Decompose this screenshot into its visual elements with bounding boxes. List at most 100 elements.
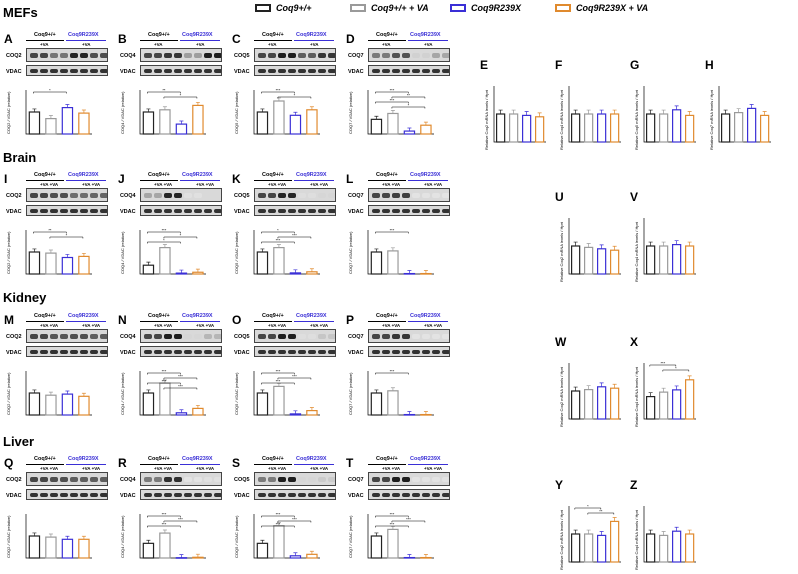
- genotype-mutant-line: [294, 464, 334, 465]
- chart-x-errorbar-1: [648, 392, 653, 397]
- panel-letter: V: [630, 190, 639, 204]
- genotype-mutant-label: Coq9R239X: [410, 313, 441, 319]
- genotype-mutant-line: [294, 321, 334, 322]
- vdac-band: [308, 493, 316, 497]
- chart-d-sig-label: ***: [390, 88, 395, 93]
- chart-d-sig-bracket: [391, 96, 426, 99]
- genotype-wt-line: [140, 40, 178, 41]
- vdac-band: [174, 209, 182, 213]
- protein-band: [40, 53, 48, 58]
- va-label: +VA +VA: [382, 182, 401, 187]
- y-axis-label: Relative Coq4 mRNA levels / Hprt: [634, 221, 639, 282]
- genotype-mutant-line: [294, 40, 334, 41]
- vdac-band: [70, 209, 78, 213]
- vdac-blot: [26, 489, 108, 500]
- vdac-band: [258, 69, 266, 73]
- chart-o-errorbar-3: [293, 410, 298, 414]
- protein-band: [402, 193, 410, 198]
- protein-band: [154, 193, 162, 198]
- chart-o-sig-bracket: [261, 372, 295, 375]
- bar-chart-w: [568, 363, 621, 420]
- genotype-mutant-line: [408, 180, 448, 181]
- protein-label: COQ5: [234, 477, 250, 483]
- protein-band: [80, 334, 88, 339]
- protein-band: [432, 53, 440, 58]
- panel-w: W Relative Coq2 mRNA levels / Hprt: [555, 335, 627, 430]
- vdac-band: [30, 209, 38, 213]
- va-label: +VA +VA: [40, 182, 59, 187]
- protein-band: [174, 334, 182, 339]
- chart-a-errorbar-2: [48, 115, 53, 119]
- protein-band: [184, 477, 192, 482]
- panel-letter: L: [346, 172, 354, 186]
- y-axis-label: COQ2 / VDAC (relative): [6, 372, 11, 415]
- panel-r: R Coq9+/+ Coq9R239X +VA +VA +VA +VA COQ4 VDAC C…: [118, 454, 224, 566]
- vdac-band: [278, 69, 286, 73]
- chart-r-sig-label: ***: [162, 522, 167, 527]
- vdac-band: [144, 350, 152, 354]
- chart-x-sig-label: *: [675, 366, 677, 371]
- chart-s-errorbar-2: [276, 522, 281, 526]
- protein-band: [184, 334, 192, 339]
- panel-letter: C: [232, 32, 241, 46]
- chart-g-errorbar-3: [674, 105, 679, 110]
- legend-label: Coq9+/+ + VA: [371, 3, 429, 13]
- chart-d-sig-label: ***: [390, 98, 395, 103]
- chart-y-bar-4: [609, 520, 620, 563]
- chart-s-bar-3: [289, 555, 302, 559]
- vdac-band: [328, 493, 335, 497]
- chart-i-errorbar-3: [65, 254, 70, 258]
- vdac-band: [40, 209, 48, 213]
- chart-a-sig-bracket: [33, 91, 67, 94]
- vdac-band: [204, 350, 212, 354]
- chart-b-sig-bracket: [163, 96, 198, 99]
- genotype-wt-line: [368, 321, 406, 322]
- chart-c-errorbar-4: [309, 106, 314, 110]
- chart-p-sig-bracket: [375, 372, 409, 375]
- chart-k-bar-4: [306, 271, 318, 275]
- chart-p-errorbar-2: [390, 387, 395, 391]
- va-label: +VA +VA: [82, 323, 101, 328]
- vdac-band: [80, 493, 88, 497]
- chart-i-sig-label: **: [48, 228, 52, 233]
- vdac-band: [174, 69, 182, 73]
- va-label: +VA +VA: [196, 323, 215, 328]
- genotype-mutant-label: Coq9R239X: [68, 456, 99, 462]
- bar-chart-x: ****: [643, 361, 696, 420]
- chart-c-bar-3: [289, 114, 302, 135]
- section-label-liver: Liver: [3, 434, 35, 449]
- chart-j-errorbar-1: [146, 261, 151, 266]
- protein-band: [432, 477, 440, 482]
- y-axis-label: COQ5 / VDAC (relative): [234, 91, 239, 134]
- chart-b-bar-1: [142, 111, 155, 135]
- vdac-band: [422, 350, 430, 354]
- bar-chart-t: *** *** ***: [367, 512, 434, 559]
- chart-w-errorbar-1: [573, 386, 578, 391]
- genotype-mutant-line: [66, 180, 106, 181]
- chart-i-sig-label: *: [66, 233, 68, 238]
- chart-c-sig-bracket: [277, 96, 312, 99]
- chart-n-sig-bracket: [163, 377, 198, 380]
- genotype-mutant-label: Coq9R239X: [182, 172, 213, 178]
- protein-band: [278, 193, 286, 198]
- chart-v-bar-4: [684, 245, 695, 275]
- vdac-label: VDAC: [348, 69, 364, 75]
- va-label: +VA +VA: [424, 323, 443, 328]
- panel-v: V Relative Coq4 mRNA levels / Hprt: [630, 190, 702, 285]
- panel-letter: O: [232, 313, 242, 327]
- legend-item: Coq9R239X + VA: [555, 2, 648, 14]
- bar-chart-r: *** *** ***: [139, 512, 206, 559]
- chart-c-sig-label: ***: [276, 88, 281, 93]
- panel-s: S Coq9+/+ Coq9R239X +VA +VA +VA +VA COQ5 VDAC C…: [232, 454, 338, 566]
- va-label: +VA +VA: [40, 466, 59, 471]
- genotype-mutant-label: Coq9R239X: [68, 32, 99, 38]
- genotype-wt-label: Coq9+/+: [148, 313, 170, 319]
- protein-blot: [368, 188, 450, 202]
- vdac-band: [278, 493, 286, 497]
- protein-band: [174, 193, 182, 198]
- protein-band: [80, 193, 88, 198]
- chart-z-bar-2: [659, 534, 669, 563]
- protein-band: [318, 193, 326, 198]
- protein-band: [164, 477, 172, 482]
- genotype-wt-line: [368, 464, 406, 465]
